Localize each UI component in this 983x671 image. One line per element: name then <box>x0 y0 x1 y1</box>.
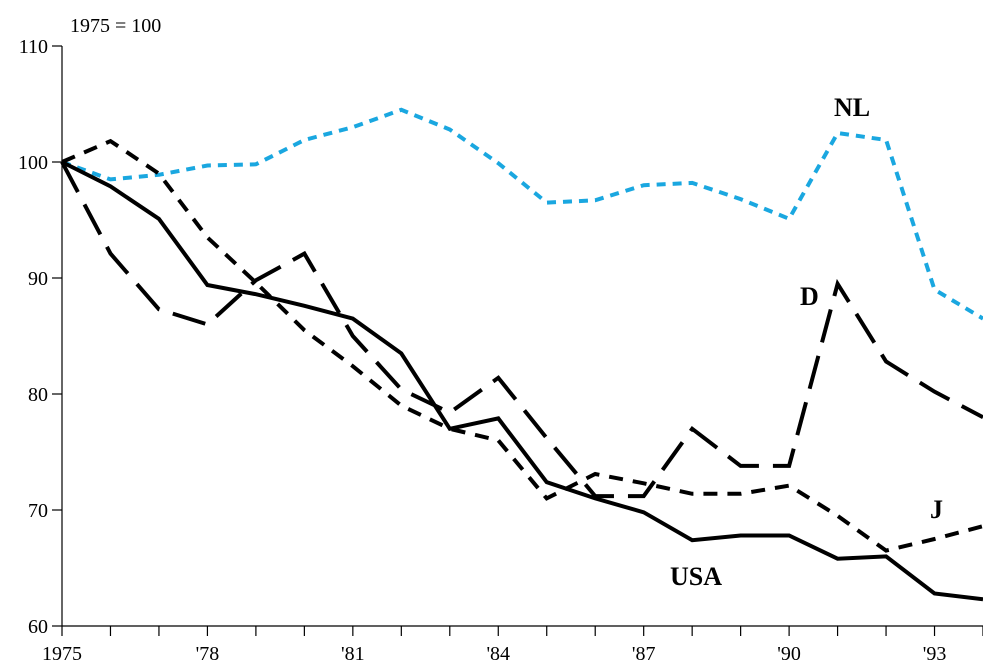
series-labels: NL D J USA <box>670 93 943 591</box>
y-axis: 60 70 80 90 100 110 <box>18 36 63 638</box>
series-label-nl: NL <box>834 93 870 122</box>
y-tick-label: 60 <box>28 616 48 638</box>
x-tick-label: '87 <box>632 643 656 665</box>
x-tick-label: '81 <box>341 643 365 665</box>
y-tick-label: 80 <box>28 384 48 406</box>
series-layer <box>60 107 983 602</box>
y-tick-label: 110 <box>19 36 48 58</box>
x-tick-label: '93 <box>923 643 947 665</box>
unit-label: 1975 = 100 <box>70 15 161 37</box>
x-tick-label: '90 <box>777 643 801 665</box>
series-label-usa: USA <box>670 562 722 591</box>
x-tick-label: '84 <box>486 643 510 665</box>
series-line-usa <box>61 160 983 602</box>
series-label-j: J <box>930 495 943 524</box>
x-tick-label: '78 <box>196 643 220 665</box>
y-tick-label: 70 <box>28 500 48 522</box>
y-tick-label: 100 <box>18 152 48 174</box>
x-tick-label: 1975 <box>42 643 82 665</box>
series-line-nl <box>61 107 983 321</box>
series-line-j <box>61 138 983 553</box>
series-label-d: D <box>800 282 819 311</box>
series-line-d <box>60 161 983 499</box>
x-axis: 1975 '78 '81 '84 '87 '90 '93 <box>42 625 983 665</box>
y-tick-label: 90 <box>28 268 48 290</box>
